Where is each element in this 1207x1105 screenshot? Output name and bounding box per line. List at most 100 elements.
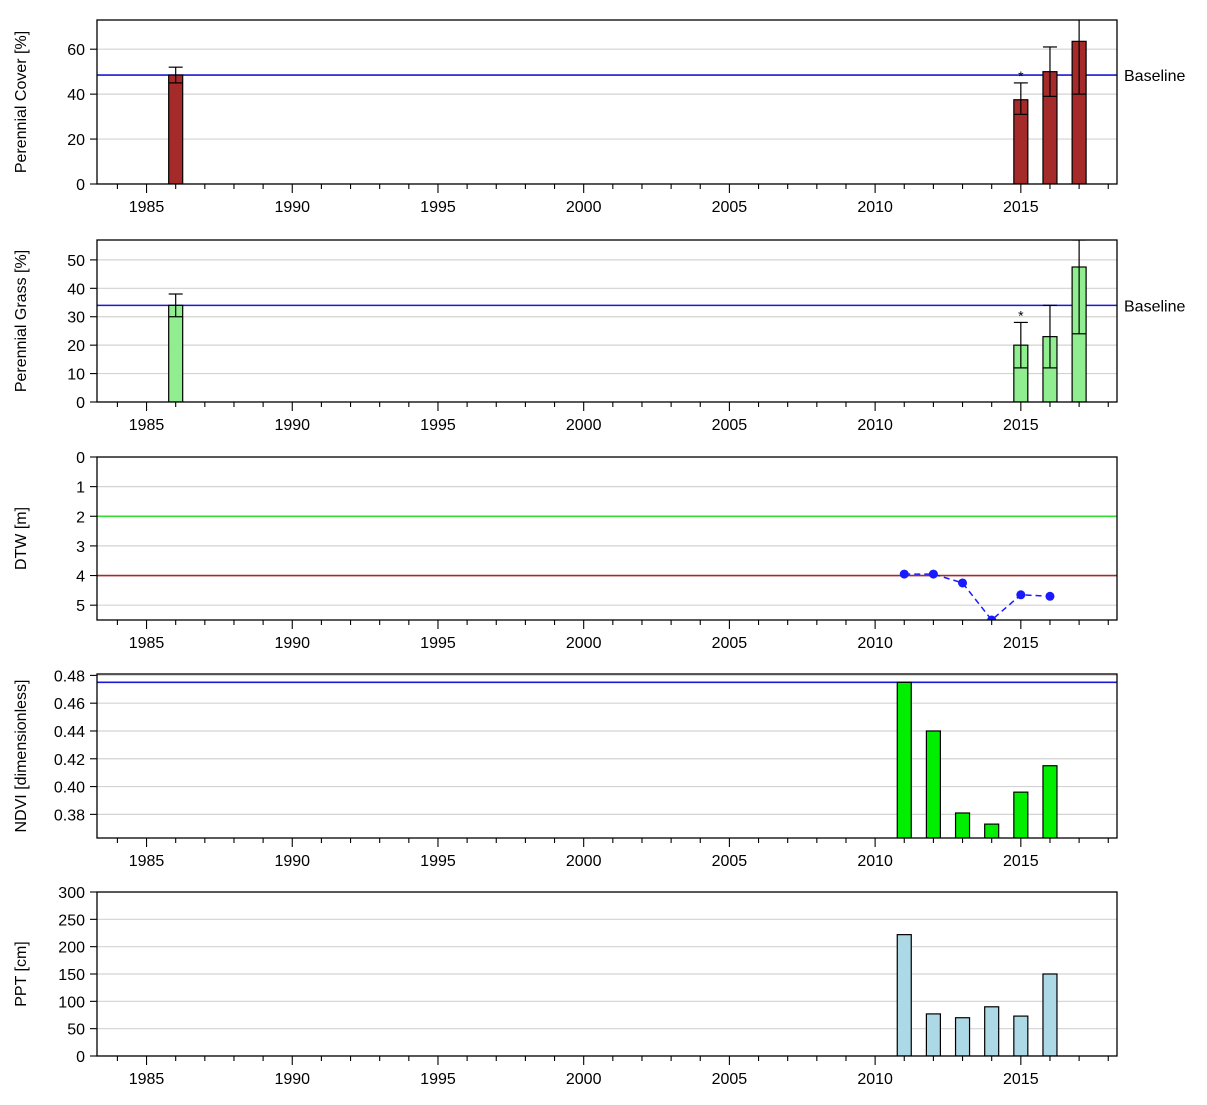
bar — [954, 1017, 971, 1056]
x-tick-label: 2015 — [1003, 1071, 1039, 1088]
x-tick-label: 1985 — [129, 635, 165, 652]
x-tick-label: 1985 — [129, 1071, 165, 1088]
x-tick-label: 2000 — [566, 199, 602, 216]
y-tick-label: 30 — [67, 310, 85, 327]
x-tick-label: 1985 — [129, 853, 165, 870]
y-tick-label: 4 — [76, 569, 85, 586]
y-axis-label: Perennial Grass [%] — [13, 250, 30, 392]
reference-line-label: Baseline — [1124, 298, 1185, 315]
x-tick-label: 1995 — [420, 853, 456, 870]
x-tick-label: 2010 — [857, 199, 893, 216]
x-tick-label: 1985 — [129, 199, 165, 216]
x-tick-label: 2005 — [712, 199, 748, 216]
x-tick-label: 1995 — [420, 1071, 456, 1088]
series-point — [958, 578, 968, 588]
y-tick-label: 20 — [67, 132, 85, 149]
x-tick-label: 2010 — [857, 635, 893, 652]
y-tick-label: 0.40 — [54, 780, 85, 797]
bar — [1042, 765, 1058, 838]
y-tick-label: 150 — [58, 967, 85, 984]
x-tick-label: 2000 — [566, 417, 602, 434]
y-tick-label: 200 — [58, 940, 85, 957]
series-point — [928, 569, 938, 579]
y-tick-label: 0.42 — [54, 752, 85, 769]
y-tick-label: 0.46 — [54, 696, 85, 713]
y-tick-label: 0.48 — [54, 668, 85, 685]
x-tick-label: 1985 — [129, 417, 165, 434]
bar — [168, 74, 184, 184]
x-tick-label: 1995 — [420, 635, 456, 652]
plot-frame — [96, 19, 1118, 185]
y-tick-label: 5 — [76, 598, 85, 615]
x-tick-label: 2010 — [857, 853, 893, 870]
x-tick-label: 2015 — [1003, 853, 1039, 870]
series-point — [1016, 590, 1026, 600]
x-tick-label: 2005 — [712, 635, 748, 652]
y-tick-label: 0.38 — [54, 807, 85, 824]
x-tick-label: 2000 — [566, 635, 602, 652]
x-tick-label: 1995 — [420, 199, 456, 216]
y-tick-label: 0.44 — [54, 724, 85, 741]
x-tick-label: 2000 — [566, 853, 602, 870]
bar — [984, 1006, 1000, 1056]
x-tick-label: 1990 — [274, 1071, 310, 1088]
x-tick-label: 2005 — [712, 853, 748, 870]
y-tick-label: 100 — [58, 994, 85, 1011]
series-point — [899, 569, 909, 579]
plot-frame — [96, 673, 1118, 839]
plot-area — [97, 20, 1117, 184]
bar — [168, 304, 184, 402]
y-tick-label: 1 — [76, 480, 85, 497]
bar — [954, 812, 971, 838]
chart-panel-3: 1985 1990 1995 2000 2005 2010 2015 0 1 2 3 4 5 DTW [m… — [13, 450, 1118, 652]
bar — [1013, 791, 1029, 838]
x-tick-label: 1990 — [274, 635, 310, 652]
chart-panel-2: Baseline * 1985 1990 1995 2000 2005 2010 2015 0 10… — [13, 239, 1185, 434]
plot-area — [97, 457, 1117, 620]
y-tick-label: 60 — [67, 42, 85, 59]
y-tick-label: 2 — [76, 509, 85, 526]
y-tick-label: 0 — [76, 177, 85, 194]
y-tick-label: 40 — [67, 281, 85, 298]
bar — [896, 934, 912, 1056]
x-tick-label: 1995 — [420, 417, 456, 434]
y-axis-label: Perennial Cover [%] — [13, 31, 30, 173]
y-axis-label: DTW [m] — [13, 507, 30, 570]
y-tick-label: 250 — [58, 912, 85, 929]
plot-area — [97, 674, 1117, 838]
x-tick-label: 1990 — [274, 417, 310, 434]
series-point — [987, 615, 997, 620]
bar — [1042, 973, 1058, 1056]
x-tick-label: 2005 — [712, 1071, 748, 1088]
y-tick-label: 0 — [76, 450, 85, 467]
x-tick-label: 2010 — [857, 417, 893, 434]
y-axis-label: PPT [cm] — [13, 941, 30, 1007]
y-tick-label: 40 — [67, 87, 85, 104]
y-tick-label: 50 — [67, 253, 85, 270]
series-line — [904, 573, 1051, 620]
y-axis-label: NDVI [dimensionless] — [13, 680, 30, 833]
y-tick-label: 20 — [67, 338, 85, 355]
plot-area — [97, 892, 1117, 1056]
x-tick-label: 1990 — [274, 199, 310, 216]
plot-area — [97, 240, 1117, 402]
y-tick-label: 0 — [76, 1049, 85, 1066]
x-tick-label: 2000 — [566, 1071, 602, 1088]
significance-marker: * — [1018, 307, 1024, 323]
bar — [896, 681, 912, 838]
chart-panel-5: 1985 1990 1995 2000 2005 2010 2015 0 50 100 150 200… — [13, 885, 1118, 1088]
x-tick-label: 1990 — [274, 853, 310, 870]
chart-panel-4: 1985 1990 1995 2000 2005 2010 2015 0.38 0.40 0.42… — [13, 668, 1118, 870]
significance-marker: * — [1018, 68, 1024, 84]
y-tick-label: 3 — [76, 539, 85, 556]
plot-frame — [96, 239, 1118, 403]
bar — [984, 823, 1000, 838]
x-tick-label: 2015 — [1003, 635, 1039, 652]
y-tick-label: 50 — [67, 1022, 85, 1039]
series-point — [1045, 591, 1055, 601]
x-tick-label: 2010 — [857, 1071, 893, 1088]
chart-panel-1: Baseline * 1985 1990 1995 2000 2005 2010 2015 0 20… — [13, 19, 1185, 216]
y-tick-label: 300 — [58, 885, 85, 902]
x-tick-label: 2015 — [1003, 417, 1039, 434]
